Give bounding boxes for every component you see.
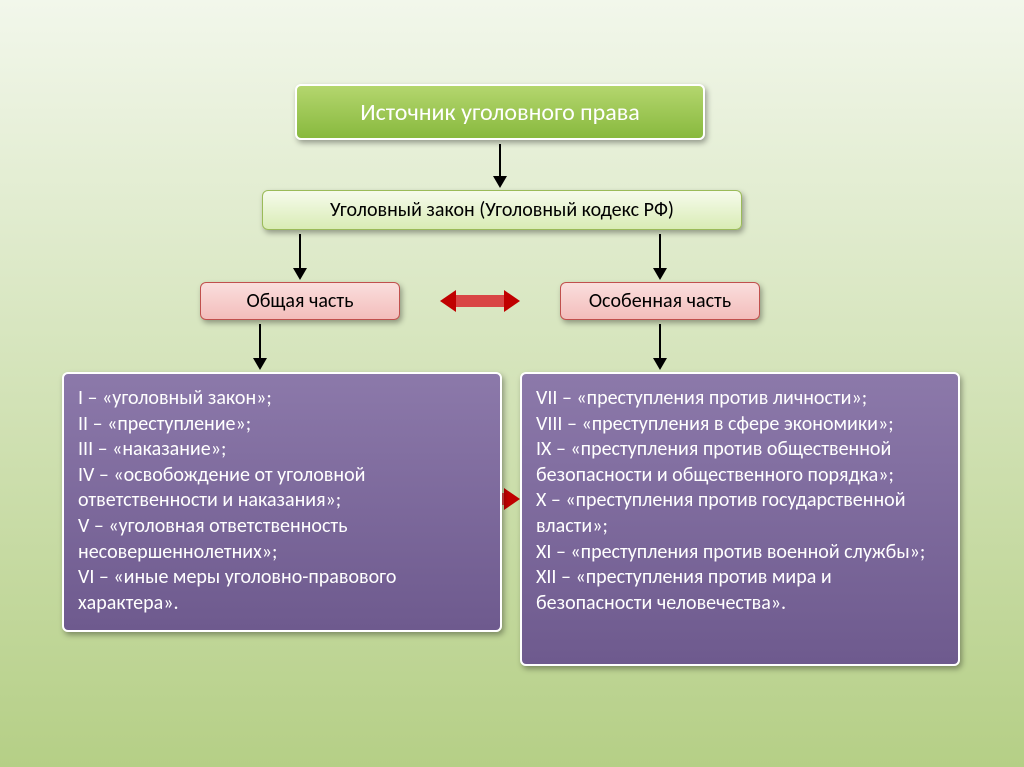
arrow-head-icon [253,358,267,370]
general-part-text: Общая часть [246,289,353,313]
list-item: II – «преступление»; [78,412,486,438]
arrow-title-to-law [499,144,501,178]
list-item: VI – «иные меры уголовно-правового харак… [78,565,486,616]
arrow-law-to-special [659,234,661,270]
right-list-box: VII – «преступления против личности»; VI… [520,372,960,666]
list-item: XII – «преступления против мира и безопа… [536,565,944,616]
double-arrow-left-head-icon [440,290,456,312]
arrow-head-icon [653,358,667,370]
general-part-box: Общая часть [200,282,400,320]
left-list-box: I – «уголовный закон»; II – «преступлени… [62,372,502,632]
list-item: VIII – «преступления в сфере экономики»; [536,412,944,438]
arrow-special-to-rightlist [659,324,661,360]
double-arrow-right-head-icon [504,290,520,312]
special-part-text: Особенная часть [589,289,731,313]
title-box: Источник уголовного права [295,84,705,140]
list-item: XI – «преступления против военной службы… [536,540,944,566]
arrow-law-to-general [299,234,301,270]
list-item: X – «преступления против государственной… [536,488,944,539]
arrow-head-icon [493,176,507,188]
list-item: IX – «преступления против общественной б… [536,437,944,488]
arrow-head-icon [653,268,667,280]
list-item: I – «уголовный закон»; [78,386,486,412]
double-arrow-right-head-icon [504,488,520,510]
special-part-box: Особенная часть [560,282,760,320]
list-item: III – «наказание»; [78,437,486,463]
double-arrow-bar [456,295,504,307]
arrow-general-to-leftlist [259,324,261,360]
law-box: Уголовный закон (Уголовный кодекс РФ) [262,190,742,230]
list-item: IV – «освобождение от уголовной ответств… [78,463,486,514]
list-item: VII – «преступления против личности»; [536,386,944,412]
law-text: Уголовный закон (Уголовный кодекс РФ) [330,198,674,222]
double-arrow-parts [440,290,520,312]
arrow-head-icon [293,268,307,280]
title-text: Источник уголовного права [360,98,640,127]
list-item: V – «уголовная ответственность несоверше… [78,514,486,565]
